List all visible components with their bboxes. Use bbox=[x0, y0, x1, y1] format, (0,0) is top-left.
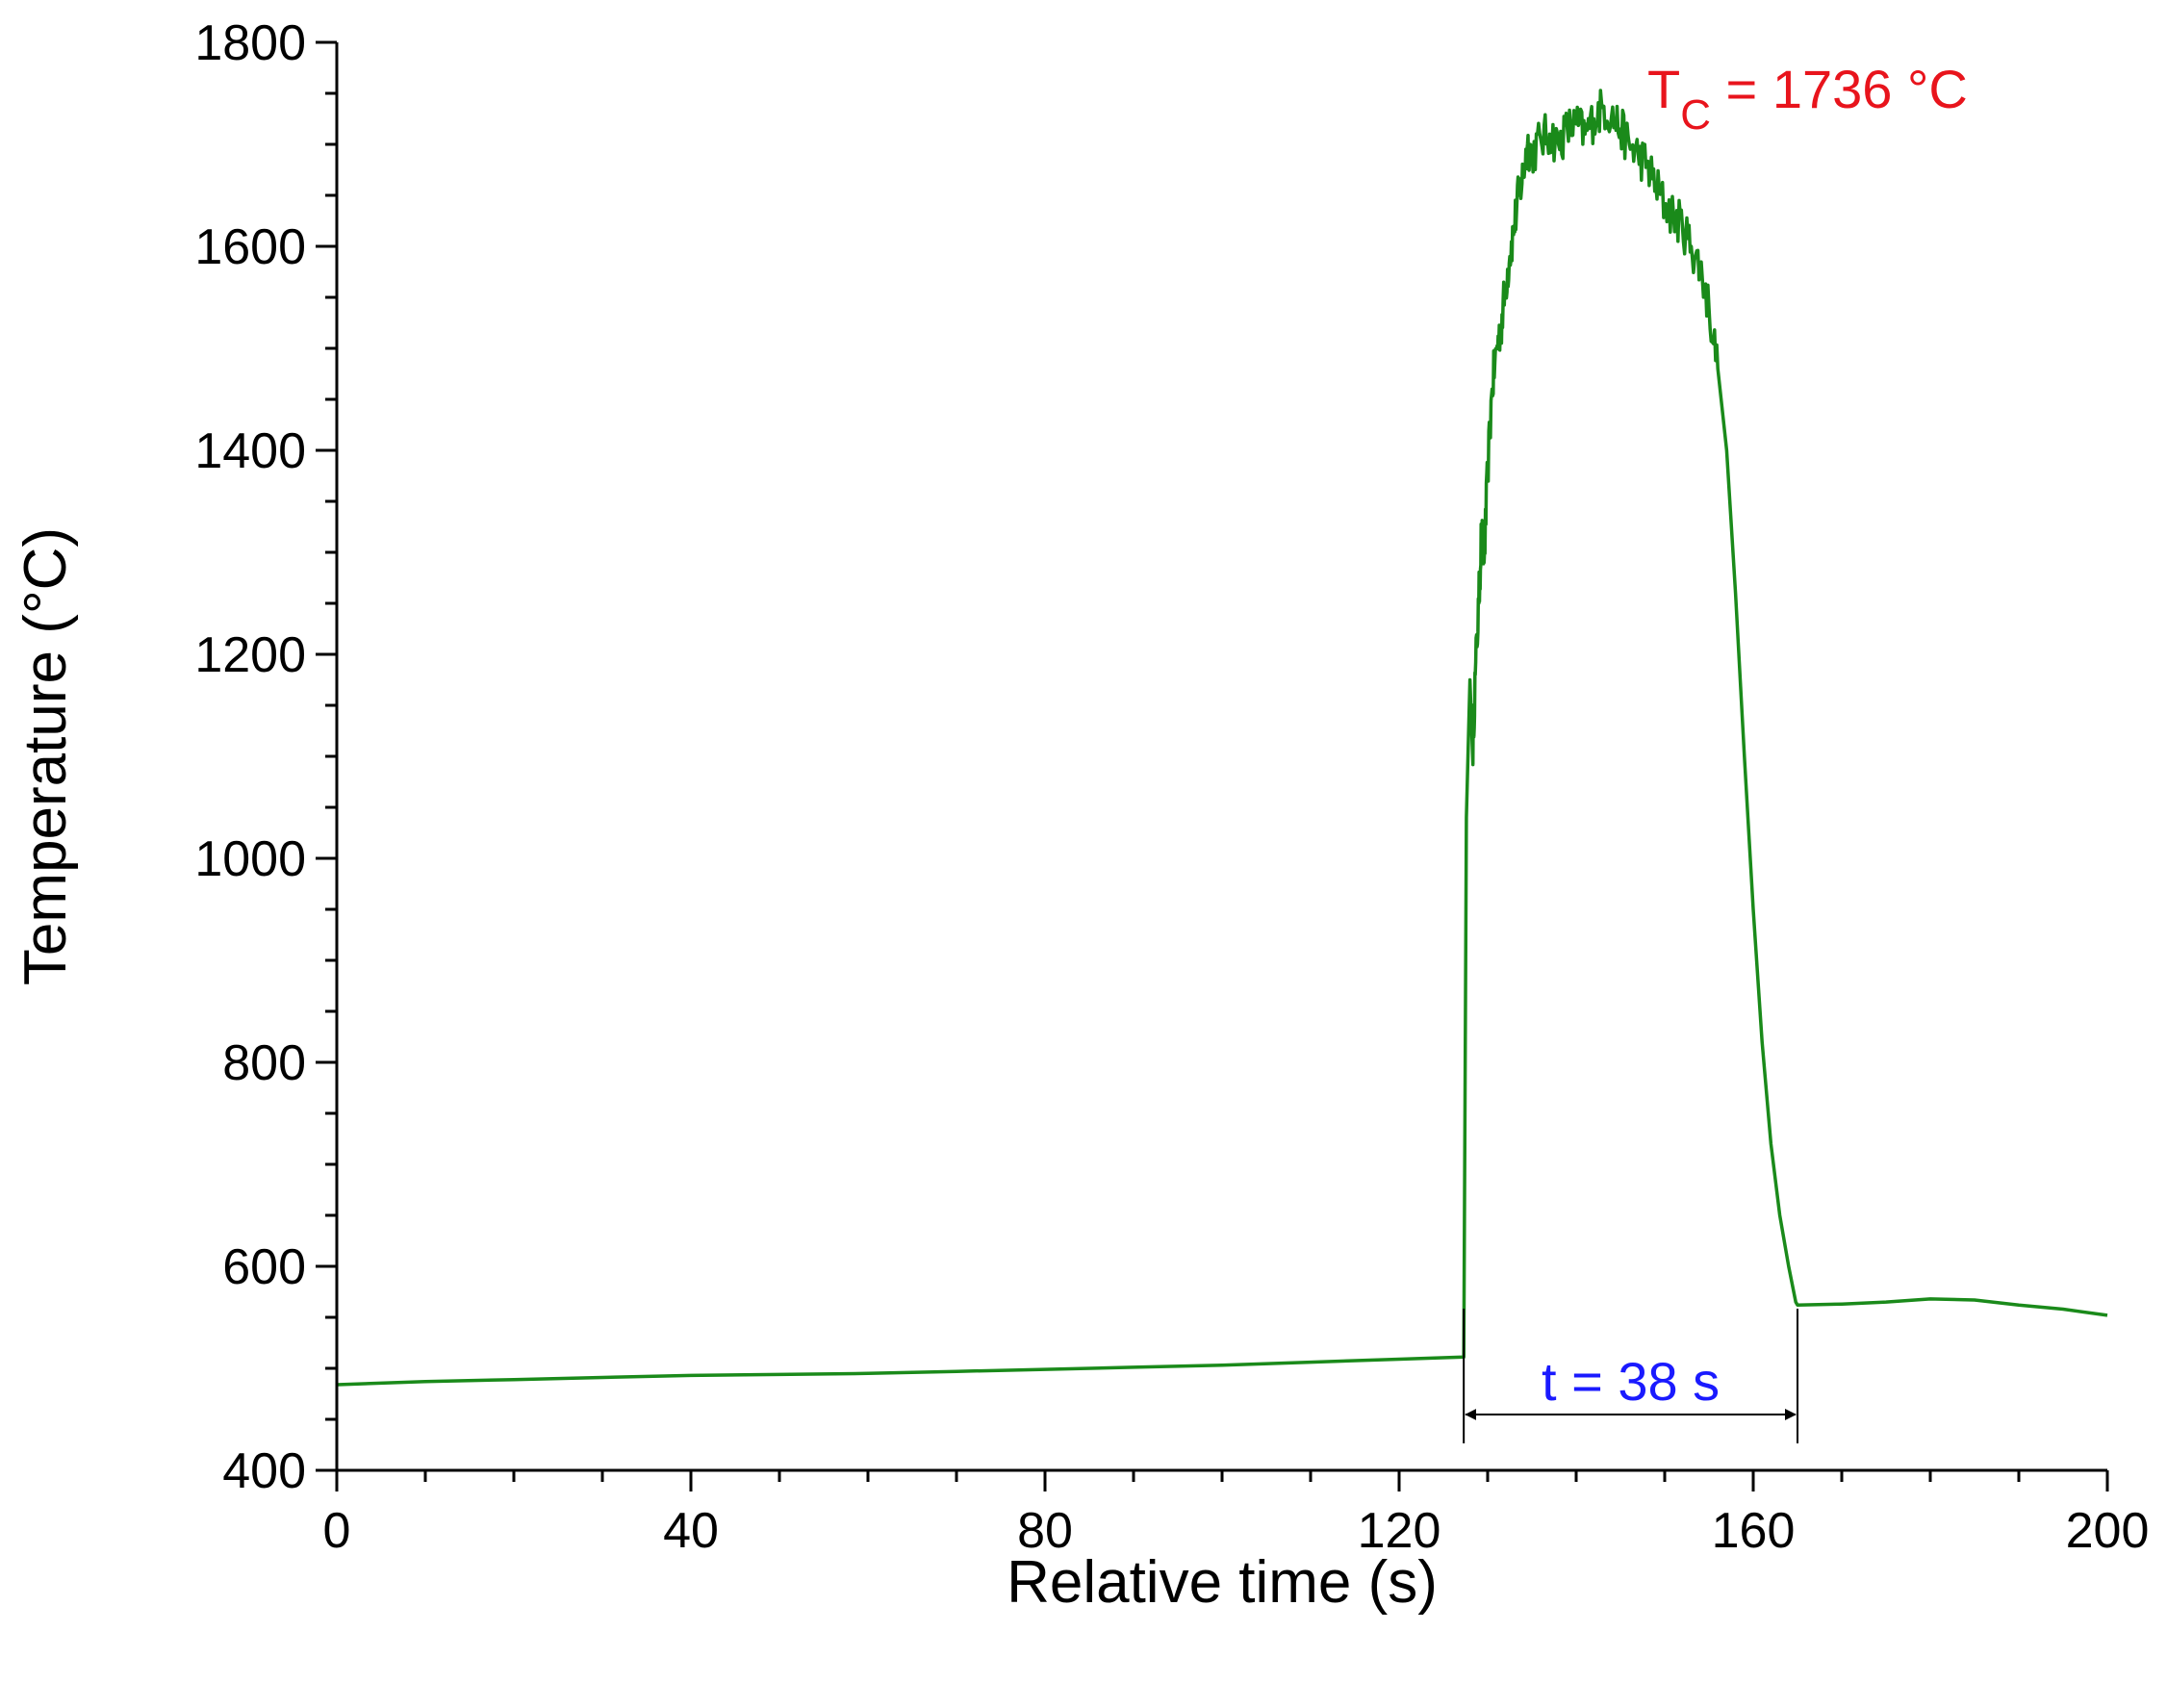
y-tick-label: 600 bbox=[222, 1239, 306, 1295]
tc-annotation: TC = 1736 °C bbox=[1647, 59, 1968, 139]
y-tick-label: 1600 bbox=[194, 219, 306, 275]
y-tick-label: 1400 bbox=[194, 423, 306, 479]
y-tick-label: 1000 bbox=[194, 831, 306, 887]
y-axis-title: Temperature (°C) bbox=[13, 527, 79, 985]
y-tick-label: 800 bbox=[222, 1035, 306, 1091]
y-tick-label: 1800 bbox=[194, 15, 306, 71]
x-tick-label: 120 bbox=[1358, 1503, 1441, 1559]
series-line bbox=[336, 89, 2108, 1387]
x-tick-label: 40 bbox=[663, 1503, 719, 1559]
x-tick-label: 80 bbox=[1017, 1503, 1073, 1559]
x-tick-label: 0 bbox=[323, 1503, 351, 1559]
duration-annotation: t = 38 s bbox=[1542, 1351, 1720, 1412]
y-tick-label: 400 bbox=[222, 1443, 306, 1499]
x-tick-label: 160 bbox=[1712, 1503, 1796, 1559]
y-tick-label: 1200 bbox=[194, 627, 306, 683]
x-tick-label: 200 bbox=[2066, 1503, 2150, 1559]
x-axis-title: Relative time (s) bbox=[1007, 1549, 1438, 1616]
